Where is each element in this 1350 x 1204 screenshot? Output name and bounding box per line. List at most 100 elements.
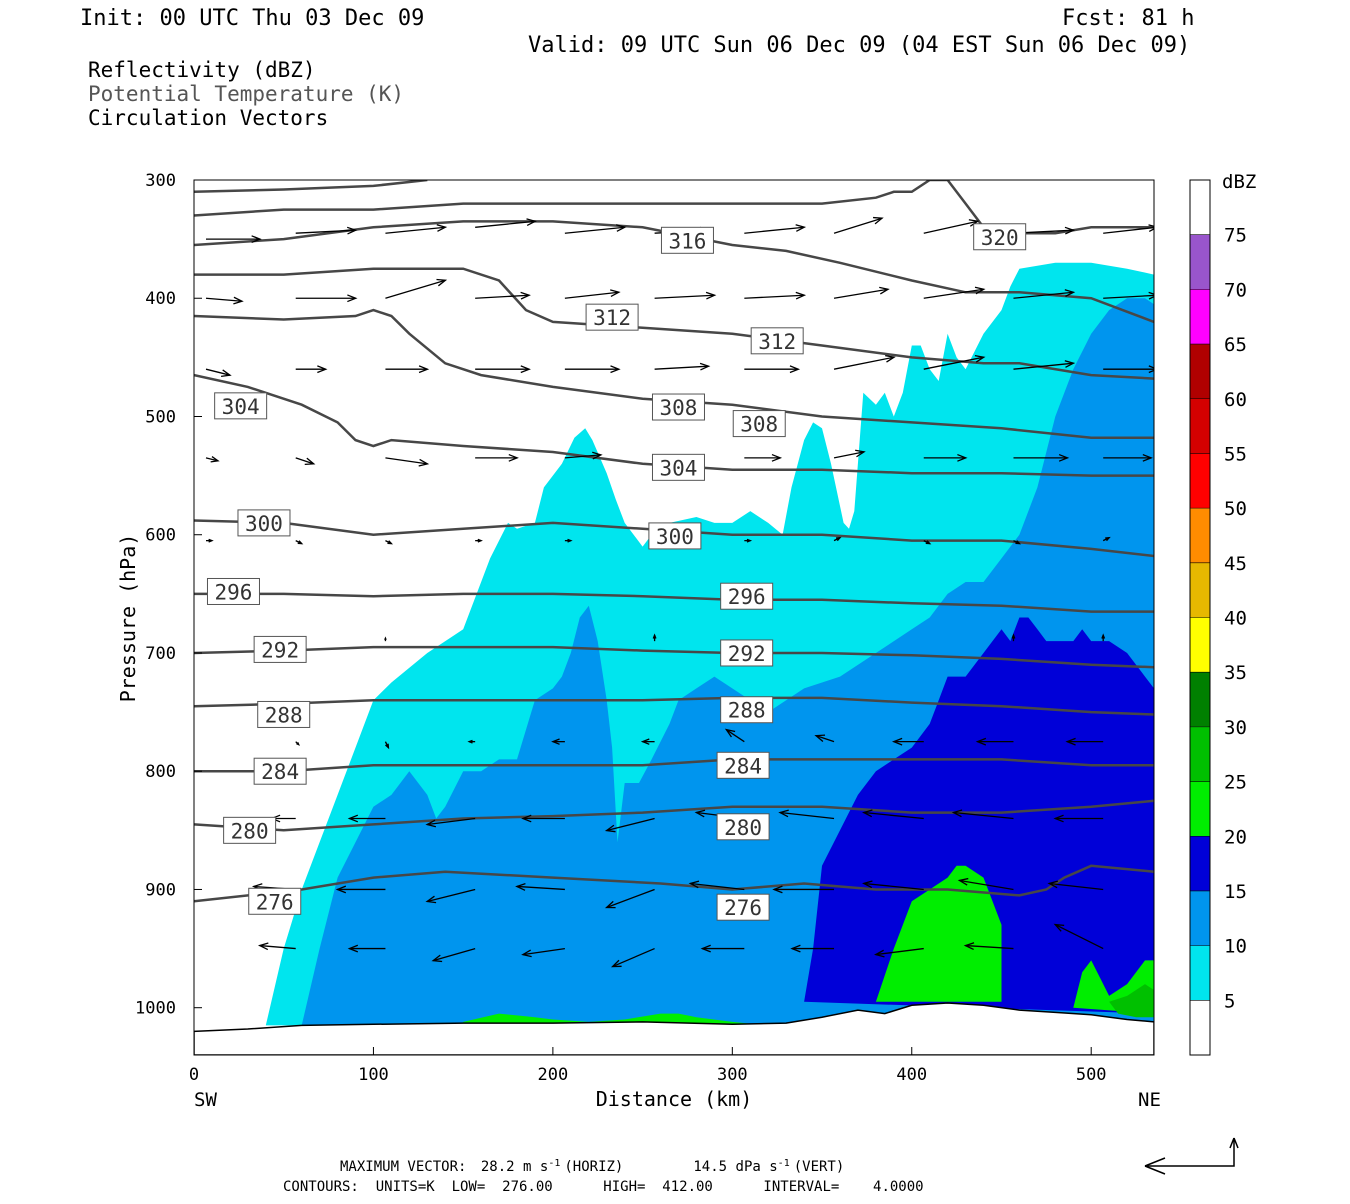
circulation-vector [604, 888, 655, 909]
colorbar-label: 30 [1224, 717, 1247, 739]
colorbar-swatch [1190, 945, 1210, 1001]
circulation-vector [1103, 365, 1154, 374]
colorbar-label: 75 [1224, 225, 1247, 247]
contour-label: 312 [585, 303, 639, 331]
colorbar: 5 10 15 20 25 30 35 40 45 50 55 60 65 70 75 [1189, 179, 1247, 1056]
reflectivity-20dbz-region [875, 865, 1002, 1002]
circulation-vector [862, 880, 924, 891]
svg-text:304: 304 [660, 456, 698, 480]
contour-label: 300 [237, 509, 291, 537]
colorbar-label: 25 [1224, 772, 1247, 794]
circulation-vector [814, 734, 835, 743]
axes: 0 100 200 300 400 500 300 400 500 600 700 800 900 100… [135, 171, 1107, 1085]
circulation-vector [564, 365, 621, 374]
theta-contour-284 [194, 758, 1154, 773]
colorbar-label: 70 [1224, 279, 1247, 301]
circulation-vector [744, 365, 801, 374]
circulation-vector [475, 538, 483, 543]
x-tick-label: 200 [538, 1065, 569, 1085]
circulation-vector [724, 728, 745, 743]
circulation-vector [384, 636, 387, 642]
field-circulation-vectors: Circulation Vectors [88, 106, 328, 130]
contour-label: 276 [248, 887, 302, 915]
svg-text:280: 280 [724, 816, 762, 840]
plot-frame [193, 179, 1155, 1056]
colorbar-swatch [1190, 781, 1210, 837]
circulation-vector [688, 880, 745, 891]
contour-label: 288 [257, 700, 311, 728]
circulation-vector [206, 235, 262, 244]
circulation-vector [963, 942, 1014, 950]
theta-contour-296 [194, 592, 1154, 613]
svg-text:308: 308 [660, 396, 698, 420]
theta-contour-316 [194, 220, 1154, 324]
circulation-vector [1103, 224, 1154, 234]
circulation-vector [1065, 737, 1104, 746]
circulation-vector [551, 738, 565, 745]
footer-max-vector: MAXIMUM VECTOR: 28.2 m s-1 (HORIZ) 14.5 dP… [340, 1158, 844, 1175]
contour-label: 308 [732, 410, 786, 438]
contour-label: 300 [648, 522, 702, 550]
contour-label: 284 [253, 757, 307, 785]
y-tick-label: 400 [145, 289, 176, 309]
colorbar-swatch [1190, 180, 1210, 235]
circulation-vector [467, 739, 476, 744]
circulation-vector [744, 291, 807, 300]
y-tick-label: 1000 [135, 999, 176, 1019]
contour-label: 320 [973, 223, 1027, 251]
colorbar-label: 35 [1224, 662, 1247, 684]
svg-text:300: 300 [656, 525, 694, 549]
svg-text:276: 276 [256, 890, 294, 914]
colorbar-label: 60 [1224, 389, 1247, 411]
svg-text:316: 316 [668, 229, 706, 253]
colorbar-label: 40 [1224, 608, 1247, 630]
circulation-vector [564, 451, 603, 460]
circulation-vector [295, 294, 358, 303]
colorbar-swatch [1190, 890, 1210, 946]
colorbar-swatch [1190, 344, 1210, 399]
circulation-vector [564, 224, 627, 234]
circulation-vector [833, 286, 890, 299]
circulation-vector [772, 885, 835, 894]
reference-vector-icon [1144, 1137, 1239, 1175]
circulation-vector [654, 362, 711, 371]
svg-text:308: 308 [740, 413, 778, 437]
circulation-vector [833, 536, 842, 542]
circulation-vector [564, 289, 621, 299]
circulation-vector [521, 814, 565, 823]
circulation-vector [610, 947, 655, 968]
circulation-vector [1103, 291, 1154, 300]
circulation-vector [790, 944, 835, 953]
circulation-vector [744, 453, 783, 462]
circulation-vector [923, 286, 986, 299]
svg-text:292: 292 [728, 642, 766, 666]
circulation-vector [1047, 880, 1104, 891]
circulation-vector [654, 291, 717, 300]
circulation-vector [862, 809, 924, 820]
circulation-vector [205, 296, 244, 305]
circulation-vector [475, 453, 519, 462]
footer-contours: CONTOURS: UNITS=K LOW= 276.00 HIGH= 412.… [283, 1179, 924, 1195]
colorbar-title: dBZ [1222, 171, 1256, 193]
contour-label: 308 [651, 393, 705, 421]
circulation-vector [923, 219, 980, 234]
theta-contour-308 [194, 308, 1154, 440]
svg-text:280: 280 [231, 819, 269, 843]
circulation-vector [1103, 453, 1153, 462]
svg-text:312: 312 [758, 330, 796, 354]
colorbar-label: 55 [1224, 443, 1247, 465]
circulation-vector [385, 365, 430, 374]
x-right-label: NE [1138, 1089, 1161, 1111]
svg-text:292: 292 [261, 638, 299, 662]
circulation-vector [425, 888, 476, 904]
circulation-vector [874, 947, 924, 958]
circulation-vector [425, 817, 476, 828]
circulation-vector [700, 944, 745, 953]
circulation-vector [975, 737, 1014, 746]
circulation-vector [957, 877, 1014, 891]
circulation-vector [515, 883, 565, 891]
circulation-vectors [205, 216, 1154, 968]
colorbar-label: 50 [1224, 498, 1247, 520]
colorbar-swatch [1190, 1000, 1210, 1055]
